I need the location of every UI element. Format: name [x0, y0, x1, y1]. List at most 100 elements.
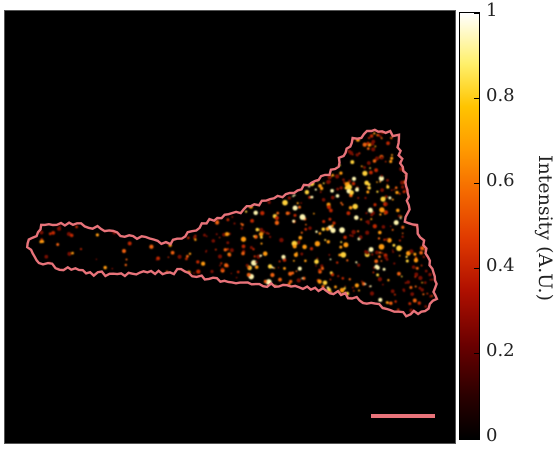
- fluorescence-spot: [28, 169, 31, 172]
- fluorescence-spot: [301, 319, 304, 322]
- fluorescence-spot: [276, 211, 280, 215]
- fluorescence-spot: [426, 292, 429, 295]
- colorbar-tick-2: 0.4: [486, 255, 515, 276]
- fluorescence-spot: [409, 163, 413, 167]
- fluorescence-spot: [318, 232, 322, 235]
- fluorescence-spot: [278, 260, 281, 263]
- fluorescence-spot: [217, 254, 223, 259]
- fluorescence-spot: [304, 259, 307, 263]
- fluorescence-spot: [122, 290, 126, 294]
- fluorescence-spot: [253, 157, 258, 161]
- fluorescence-spot: [222, 310, 227, 315]
- fluorescence-spot: [51, 231, 56, 235]
- fluorescence-spot: [229, 303, 232, 307]
- fluorescence-spot: [241, 318, 245, 322]
- colorbar: [459, 12, 480, 440]
- fluorescence-spot: [279, 237, 284, 243]
- fluorescence-spot: [229, 248, 234, 253]
- fluorescence-spot: [184, 168, 189, 173]
- fluorescence-spot: [299, 125, 303, 129]
- fluorescence-spot: [405, 259, 409, 263]
- fluorescence-spot: [346, 139, 349, 142]
- fluorescence-spot: [192, 137, 197, 142]
- fluorescence-spot: [378, 243, 385, 250]
- fluorescence-spot: [159, 143, 163, 147]
- fluorescence-spot: [408, 302, 412, 306]
- fluorescence-spot: [163, 137, 168, 142]
- fluorescence-spot: [207, 204, 211, 208]
- fluorescence-spot: [420, 288, 424, 292]
- fluorescence-spot: [273, 267, 276, 269]
- fluorescence-spot: [328, 143, 331, 146]
- fluorescence-spot: [216, 129, 220, 134]
- fluorescence-spot: [384, 160, 387, 163]
- fluorescence-spot: [314, 259, 319, 264]
- fluorescence-spot: [208, 291, 211, 294]
- fluorescence-spot: [349, 151, 353, 155]
- fluorescence-spot: [40, 308, 44, 311]
- fluorescence-spot: [77, 151, 81, 156]
- fluorescence-spot: [180, 272, 183, 275]
- fluorescence-spot: [339, 227, 345, 233]
- fluorescence-spot: [226, 194, 230, 198]
- fluorescence-spot: [240, 307, 243, 310]
- fluorescence-spot: [122, 144, 126, 148]
- fluorescence-spot: [219, 142, 223, 146]
- fluorescence-spot: [89, 157, 92, 160]
- fluorescence-spot: [137, 311, 140, 313]
- fluorescence-spot: [195, 309, 199, 312]
- fluorescence-spot: [225, 185, 229, 190]
- fluorescence-spot: [269, 313, 274, 317]
- fluorescence-spot: [213, 191, 218, 195]
- fluorescence-spot: [368, 311, 371, 315]
- fluorescence-spot: [235, 276, 238, 279]
- fluorescence-spot: [292, 205, 298, 211]
- fluorescence-spot: [89, 163, 92, 166]
- fluorescence-spot: [436, 234, 437, 239]
- fluorescence-spot: [235, 176, 238, 179]
- fluorescence-spot: [389, 159, 393, 164]
- fluorescence-spot: [438, 157, 442, 161]
- fluorescence-spot: [129, 148, 132, 152]
- fluorescence-spot: [288, 145, 290, 148]
- fluorescence-spot: [259, 227, 264, 233]
- fluorescence-spot: [332, 221, 336, 225]
- fluorescence-spot: [231, 216, 234, 218]
- fluorescence-spot: [245, 148, 249, 152]
- fluorescence-spot: [51, 145, 56, 150]
- fluorescence-spot: [267, 309, 273, 314]
- fluorescence-spot: [282, 159, 285, 162]
- fluorescence-spot: [350, 160, 355, 165]
- fluorescence-spot: [270, 272, 275, 278]
- fluorescence-spot: [198, 299, 201, 302]
- fluorescence-spot: [195, 142, 199, 146]
- fluorescence-spot: [367, 182, 371, 187]
- fluorescence-spot: [320, 292, 323, 296]
- fluorescence-spot: [293, 252, 298, 257]
- fluorescence-spot: [313, 150, 316, 153]
- fluorescence-spot: [282, 199, 288, 206]
- fluorescence-spot: [208, 175, 211, 178]
- fluorescence-spot: [44, 291, 49, 295]
- fluorescence-spot: [433, 176, 437, 180]
- fluorescence-spot: [304, 227, 308, 231]
- fluorescence-spot: [426, 138, 431, 143]
- fluorescence-spot: [124, 303, 129, 308]
- fluorescence-spot: [344, 186, 348, 190]
- fluorescence-spot: [378, 175, 384, 181]
- fluorescence-spot: [216, 308, 220, 312]
- fluorescence-spot: [436, 219, 437, 224]
- fluorescence-spot: [196, 210, 199, 213]
- fluorescence-spot: [253, 210, 258, 216]
- fluorescence-spot: [329, 258, 332, 261]
- fluorescence-spot: [312, 314, 317, 317]
- fluorescence-spot: [335, 261, 339, 264]
- fluorescence-spot: [42, 136, 45, 139]
- fluorescence-spot: [274, 309, 280, 314]
- fluorescence-spot: [318, 268, 322, 272]
- fluorescence-spot: [142, 127, 144, 129]
- fluorescence-spot: [429, 294, 433, 298]
- fluorescence-spot: [214, 146, 217, 150]
- fluorescence-spot: [132, 142, 135, 146]
- fluorescence-spot: [222, 317, 225, 320]
